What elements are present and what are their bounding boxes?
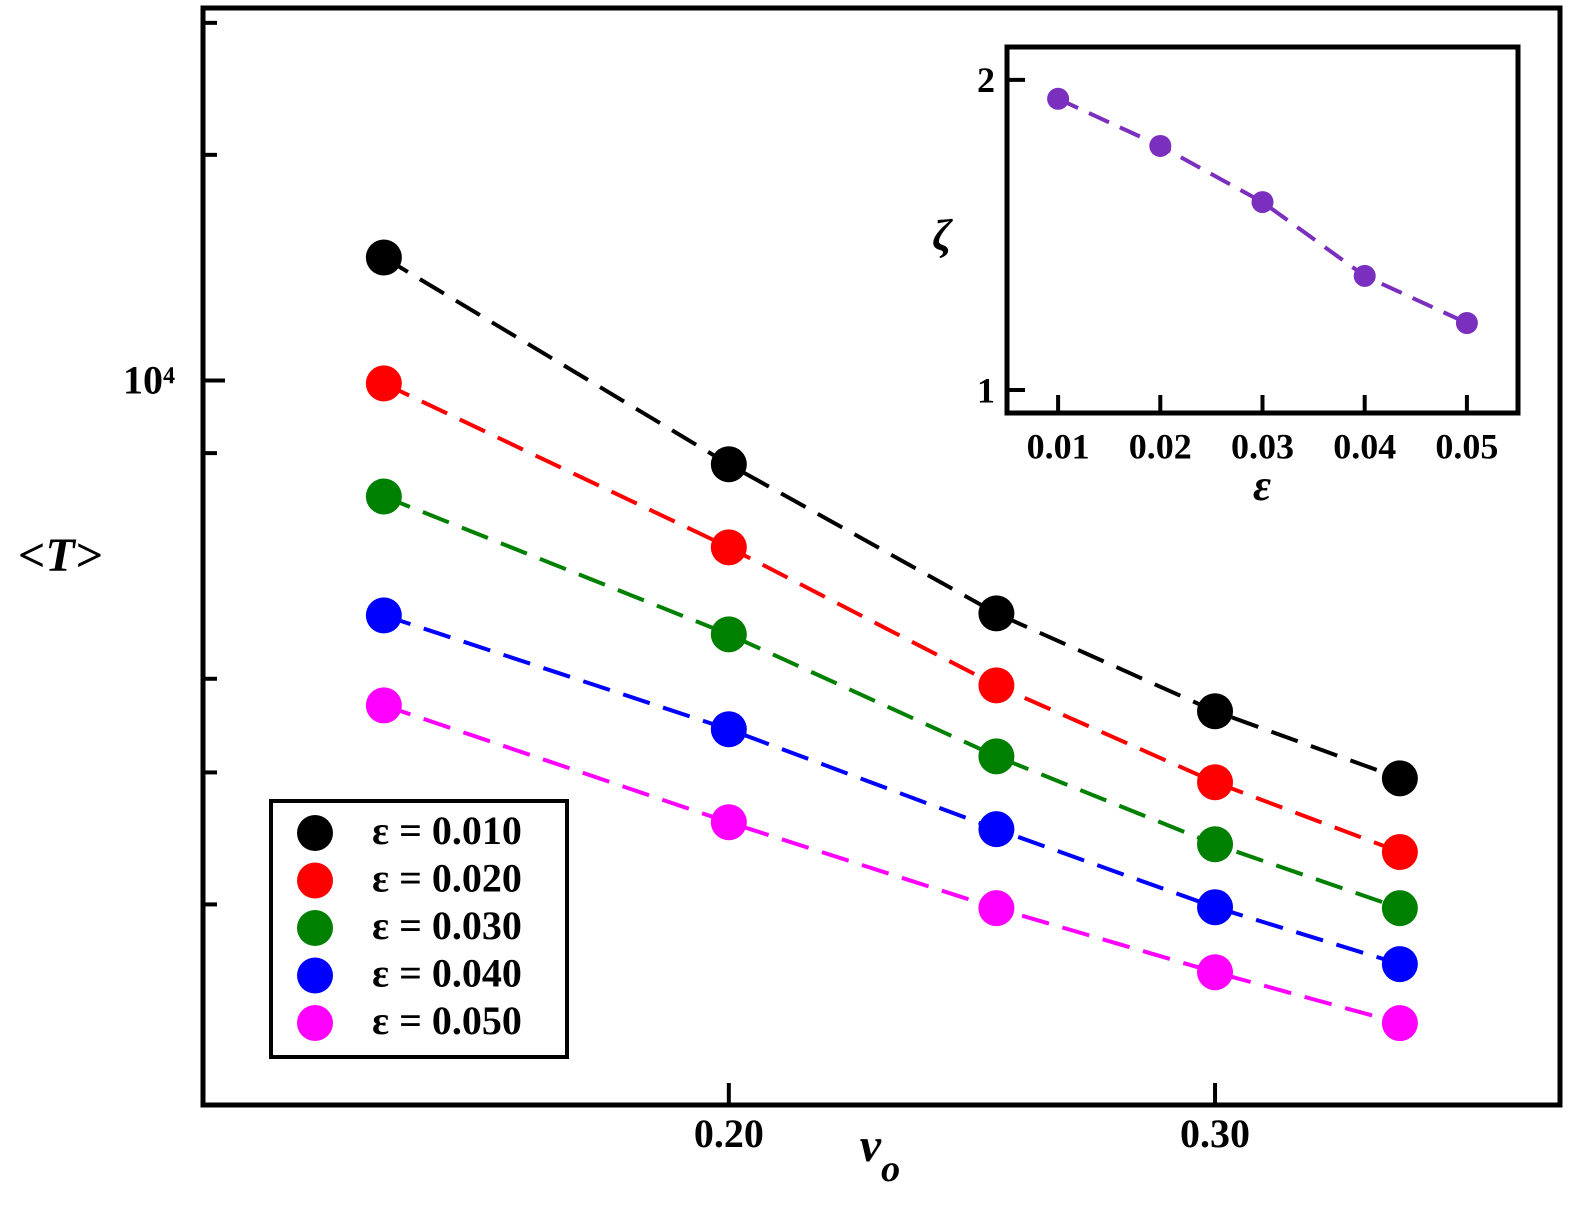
data-point	[365, 687, 402, 724]
data-point	[1455, 312, 1478, 335]
fit-line	[1057, 96, 1468, 325]
data-point	[1381, 760, 1418, 797]
x-tick-label: 0.03	[1231, 426, 1294, 466]
data-point	[710, 529, 747, 566]
data-point	[1197, 693, 1234, 730]
y-axis-label: <T>	[18, 529, 102, 582]
legend-marker	[297, 910, 333, 946]
legend-label: ε = 0.050	[372, 998, 522, 1043]
data-point	[1381, 834, 1418, 871]
data-point	[978, 890, 1015, 927]
data-point	[1047, 87, 1070, 110]
x-axis-label-main: v	[860, 1119, 882, 1172]
fit-line	[383, 494, 1401, 911]
data-point	[365, 239, 402, 276]
plot-frame	[1004, 44, 1521, 416]
data-point	[1381, 890, 1418, 927]
y-tick-label: 2	[977, 60, 995, 100]
y-axis-label: ζ	[932, 211, 953, 260]
data-point	[1149, 134, 1172, 157]
data-point	[1197, 954, 1234, 991]
legend-marker	[297, 815, 333, 851]
data-point	[1353, 264, 1376, 287]
data-point	[365, 478, 402, 515]
legend-label: ε = 0.010	[372, 808, 522, 853]
x-tick-label: 0.05	[1435, 426, 1498, 466]
data-point	[710, 616, 747, 653]
x-tick-label: 0.30	[1180, 1111, 1250, 1156]
data-point	[1381, 1005, 1418, 1042]
data-point	[710, 804, 747, 841]
legend-label: ε = 0.030	[372, 903, 522, 948]
x-axis-label-sub: o	[881, 1148, 900, 1190]
x-tick-label: 0.01	[1027, 426, 1090, 466]
data-point	[1381, 946, 1418, 983]
y-tick-label: 1	[977, 370, 995, 410]
fit-line	[382, 255, 1401, 781]
data-point	[710, 711, 747, 748]
x-axis-label: vo	[860, 1119, 901, 1190]
data-point	[365, 365, 402, 402]
data-point	[978, 595, 1015, 632]
x-tick-label: 0.04	[1333, 426, 1396, 466]
data-point	[1197, 826, 1234, 863]
x-tick-label: 0.20	[694, 1111, 764, 1156]
data-point	[365, 597, 402, 634]
legend-marker	[297, 1005, 333, 1041]
data-point	[978, 738, 1015, 775]
legend-label: ε = 0.020	[372, 856, 522, 901]
data-point	[710, 446, 747, 483]
data-point	[1251, 191, 1274, 214]
y-tick-label: 10⁴	[123, 358, 175, 403]
data-point	[1197, 764, 1234, 801]
data-point	[1197, 889, 1234, 926]
data-point	[978, 667, 1015, 704]
legend-marker	[297, 957, 333, 994]
plot-frame	[200, 5, 1563, 1108]
x-axis-label: ε	[1253, 461, 1271, 510]
x-axis-label-main: ε	[1253, 461, 1271, 510]
legend-label: ε = 0.040	[372, 951, 522, 996]
data-point	[978, 811, 1015, 848]
legend-marker	[297, 862, 333, 899]
x-tick-label: 0.02	[1129, 426, 1192, 466]
